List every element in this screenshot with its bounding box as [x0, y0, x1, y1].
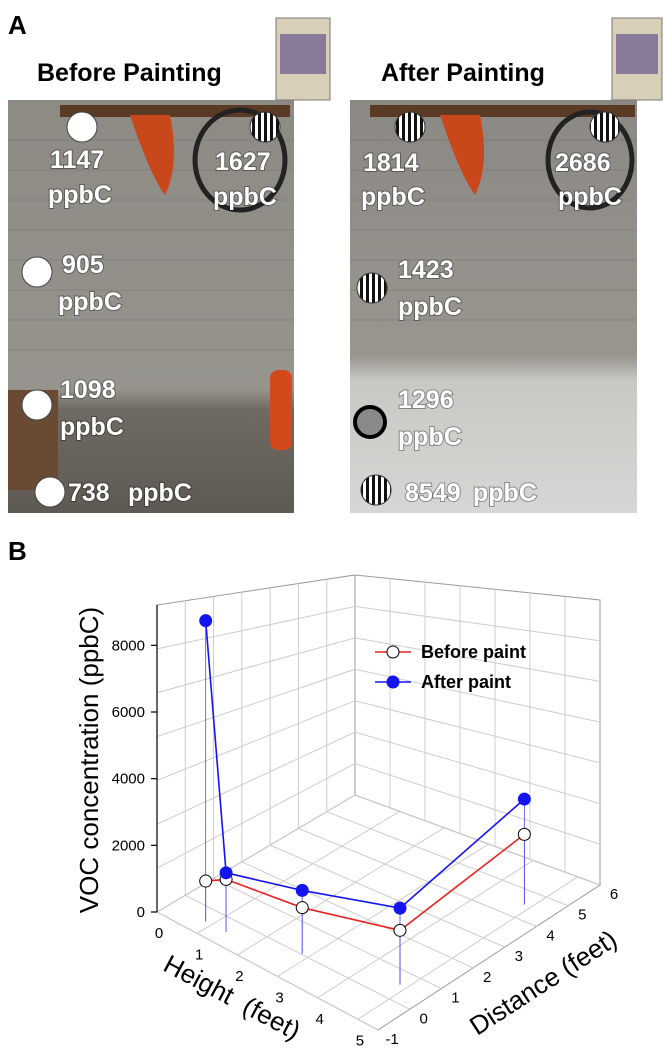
- reading-value: 1147: [50, 146, 104, 174]
- x-tick-label: 3: [275, 989, 283, 1006]
- floor-grid: [213, 878, 442, 990]
- z-tick-label: 4000: [112, 771, 145, 788]
- x-tick-label: 2: [235, 968, 243, 985]
- reading-unit: ppbC: [558, 183, 622, 211]
- floor-grid: [185, 894, 410, 1010]
- sample-marker: [21, 389, 53, 421]
- x-tick-label: 4: [316, 1011, 324, 1028]
- data-point: [199, 874, 213, 888]
- data-point: [295, 901, 309, 915]
- wall-grid: [354, 605, 601, 642]
- wall-grid: [156, 700, 356, 781]
- reading-value: 1296: [398, 386, 454, 414]
- reading-unit: ppbC: [48, 181, 112, 209]
- wall-grid: [354, 763, 601, 845]
- data-point: [517, 827, 531, 841]
- reading-value: 905: [62, 251, 104, 279]
- wall-grid: [354, 637, 601, 682]
- z-tick-label: 2000: [112, 837, 145, 854]
- x-tick-label: 0: [155, 925, 163, 942]
- floor-grid: [277, 843, 489, 977]
- data-point: [199, 614, 213, 628]
- legend-label: Before paint: [421, 642, 526, 662]
- y-tick-label: 3: [515, 948, 523, 965]
- reading-unit: ppbC: [213, 183, 277, 211]
- sample-marker: [21, 256, 53, 288]
- photo-title: Before Painting: [37, 59, 222, 87]
- reading-value: 8549: [405, 479, 461, 507]
- sample-marker: [249, 111, 281, 143]
- legend-marker: [386, 675, 400, 689]
- sample-marker: [353, 405, 387, 439]
- data-point: [393, 923, 407, 937]
- reading-unit: ppbC: [398, 423, 462, 451]
- y-tick-label: 5: [578, 907, 586, 924]
- reading-unit: ppbC: [58, 288, 122, 316]
- data-point: [393, 901, 407, 915]
- wall-grid: [156, 763, 356, 869]
- wall-grid: [156, 605, 356, 650]
- y-tick-label: -1: [385, 1031, 398, 1048]
- wall-grid: [156, 731, 356, 825]
- legend-label: After paint: [421, 672, 511, 692]
- floor-grid: [317, 860, 534, 999]
- reading-value: 1098: [60, 376, 116, 404]
- floor-grid: [237, 827, 445, 956]
- y-tick-label: 2: [483, 969, 491, 986]
- reading-value: 1627: [215, 148, 271, 176]
- data-point: [517, 792, 531, 806]
- reading-value: 1423: [398, 256, 454, 284]
- x-tick-label: 1: [195, 946, 203, 963]
- photo-title: After Painting: [381, 59, 545, 87]
- wall-grid: [354, 700, 601, 764]
- legend-marker: [386, 645, 400, 659]
- z-axis-label: VOC concentration (ppbC): [74, 607, 104, 913]
- y-tick-label: 0: [420, 1010, 428, 1027]
- floor-grid: [357, 876, 578, 1020]
- floor-grid: [156, 794, 356, 913]
- reading-value: 1814: [363, 149, 419, 177]
- z-tick-label: 6000: [112, 704, 145, 721]
- wall-grid: [156, 637, 356, 694]
- panel-label: A: [8, 10, 27, 40]
- floor-grid: [196, 810, 400, 934]
- y-tick-label: 4: [546, 927, 554, 944]
- reading-value: 738: [68, 479, 110, 507]
- wall-grid: [156, 668, 356, 738]
- data-point: [295, 883, 309, 897]
- floor-grid: [298, 827, 537, 927]
- sample-marker: [589, 111, 621, 143]
- reading-unit: ppbC: [361, 183, 425, 211]
- photo-after: [350, 100, 637, 513]
- sample-marker: [66, 111, 98, 143]
- z-tick-label: 0: [137, 904, 145, 921]
- z-tick-label: 8000: [112, 637, 145, 654]
- sample-marker: [34, 476, 66, 508]
- reading-unit: ppbC: [60, 413, 124, 441]
- photo-before: [8, 100, 294, 513]
- wall-grid: [354, 731, 601, 805]
- reading-value: 2686: [555, 149, 611, 177]
- floor-grid: [269, 844, 506, 948]
- floor-grid: [326, 811, 569, 907]
- y-tick-label: 1: [451, 990, 459, 1007]
- reading-unit: ppbC: [398, 293, 462, 321]
- floor-grid: [156, 911, 379, 1031]
- sample-marker: [394, 111, 426, 143]
- floor-grid: [241, 861, 474, 969]
- product-can: [275, 17, 663, 101]
- data-point: [219, 866, 233, 880]
- x-tick-label: 5: [356, 1032, 364, 1049]
- chart: 0 1 2 3 4 5 -1 0 1 2 3 4 5 6 0 2000 4000 6000 8000 VOC conc…: [74, 574, 622, 1049]
- sample-marker: [356, 272, 388, 304]
- reading-unit: ppbC: [128, 479, 192, 507]
- panel-label: B: [8, 536, 27, 566]
- y-tick-label: 6: [610, 886, 618, 903]
- reading-unit: ppbC: [473, 479, 537, 507]
- sample-marker: [360, 474, 392, 506]
